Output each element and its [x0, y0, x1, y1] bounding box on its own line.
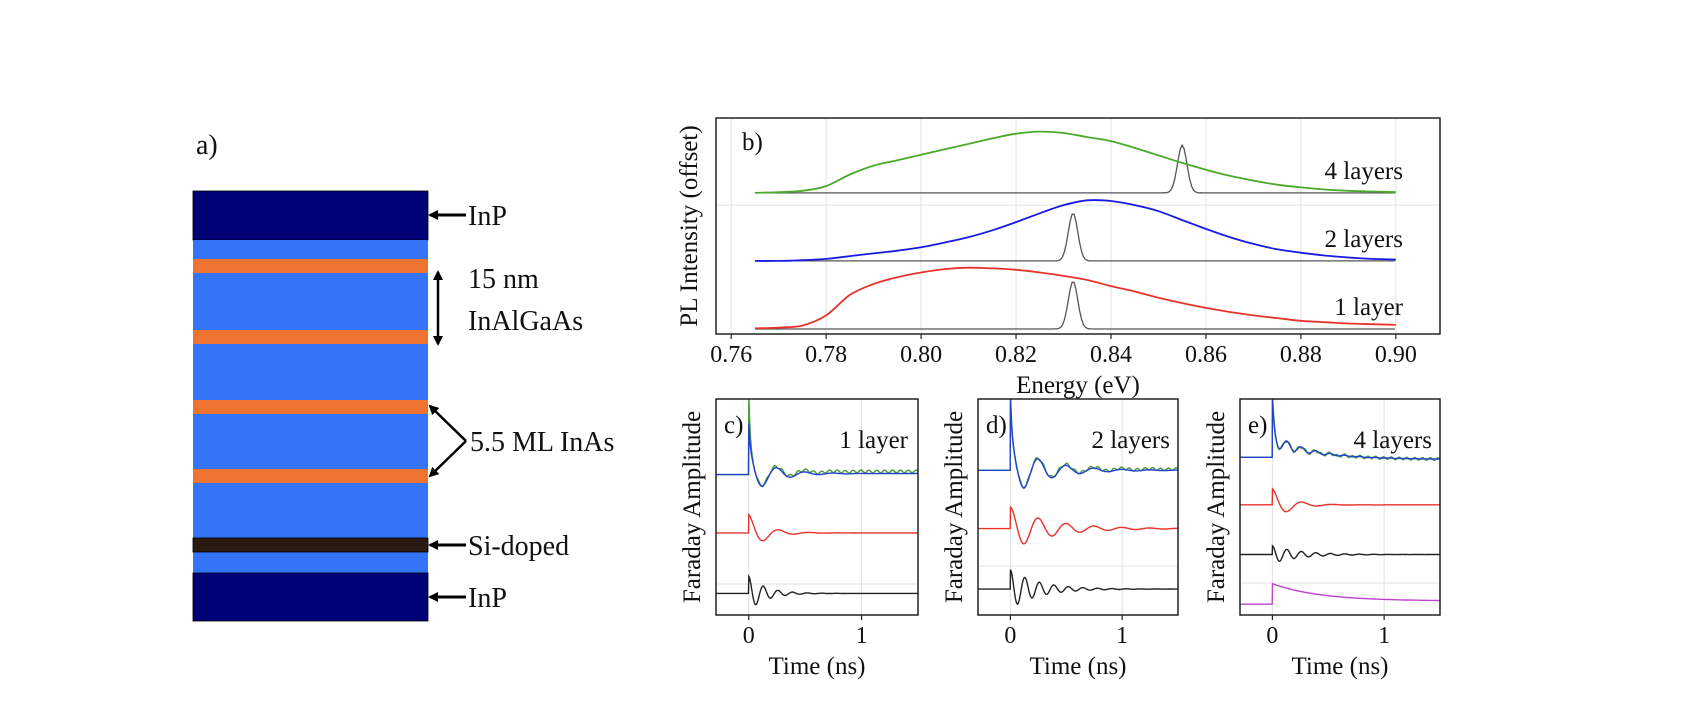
- panel-label: d): [986, 412, 1007, 439]
- arrow-well-lower: [428, 440, 467, 478]
- pl-series-1: [754, 199, 1396, 262]
- trace-group: [1240, 399, 1440, 605]
- axes-frame: [1239, 398, 1441, 616]
- x-tick-label: 0.84: [1090, 342, 1132, 368]
- series-label: 4 layers: [1325, 158, 1403, 185]
- x-axis-label: Time (ns): [1029, 653, 1126, 680]
- layer-si-doped: [192, 537, 429, 553]
- layer-well-4: [193, 469, 428, 483]
- trace-measured: [716, 399, 918, 488]
- x-tick-label: 1: [856, 623, 868, 649]
- chart-panel-d: 2 layers 0 1 Time (ns) Faraday Amplitude d): [941, 398, 1179, 680]
- trace-component-1: [716, 513, 918, 542]
- x-axis-label: Energy (eV): [1016, 372, 1140, 399]
- chart-panel-e: 4 layers 0 1 Time (ns) Faraday Amplitude e): [1203, 398, 1441, 680]
- panel-label: e): [1248, 412, 1267, 439]
- laser-line-2: [754, 143, 1395, 194]
- series-label: 2 layers: [1325, 226, 1403, 253]
- label-spacing-material: InAlGaAs: [468, 306, 583, 337]
- arrow-well-upper: [428, 404, 467, 442]
- layer-well-1: [193, 259, 428, 273]
- y-axis-label: Faraday Amplitude: [1203, 411, 1230, 603]
- label-inp-bottom: InP: [468, 583, 507, 614]
- panel-label-a: a): [196, 130, 218, 161]
- panel-annotation: 4 layers: [1354, 427, 1432, 454]
- laser-line-0: [754, 281, 1395, 330]
- label-spacing-value: 15 nm: [468, 264, 539, 295]
- x-axis-label: Time (ns): [1291, 653, 1388, 680]
- chart-panel-c: 1 layer 0 1 Time (ns) Faraday Amplitude c): [679, 398, 919, 680]
- layer-well-3: [193, 400, 428, 414]
- layer-inp-bottom: [192, 572, 429, 622]
- trace-fit: [978, 399, 1178, 489]
- layer-diagram: a) InP 15 nm InAlGaAs 5.5 ML InAs Si-dop…: [192, 130, 614, 622]
- panel-annotation: 2 layers: [1092, 427, 1170, 454]
- panel-label: b): [742, 129, 763, 156]
- label-inp-top: InP: [468, 201, 507, 232]
- x-tick-label: 0.76: [710, 342, 752, 368]
- x-tick-label: 0: [1004, 623, 1016, 649]
- x-tick-label: 0.78: [805, 342, 847, 368]
- x-tick-label: 0.80: [900, 342, 942, 368]
- x-tick-label: 0.86: [1185, 342, 1227, 368]
- pl-series-2: [754, 130, 1396, 194]
- laser-line-1: [754, 213, 1395, 262]
- label-si-doped: Si-doped: [468, 531, 569, 562]
- layer-inp-top: [192, 190, 429, 241]
- series-label: 1 layer: [1334, 294, 1403, 321]
- trace-group: [978, 399, 1178, 605]
- axes-frame: [977, 398, 1179, 616]
- x-tick-label: 0: [1266, 623, 1278, 649]
- trace-component-1: [1240, 487, 1440, 513]
- y-axis-label: Faraday Amplitude: [941, 411, 968, 603]
- axes-frame: [715, 398, 919, 616]
- trace-component-3: [1240, 582, 1440, 605]
- trace-component-1: [978, 505, 1178, 545]
- trace-component-2: [716, 574, 918, 606]
- trace-fit: [1240, 399, 1440, 460]
- x-axis-label: Time (ns): [768, 653, 865, 680]
- x-tick-label: 0: [743, 623, 755, 649]
- y-axis-label: Faraday Amplitude: [679, 411, 706, 603]
- chart-panel-b: 1 layer 2 layers 4 layers 0.76 0.78 0.80 0.82 0…: [676, 117, 1441, 399]
- trace-component-2: [978, 569, 1178, 605]
- layer-well-2: [193, 330, 428, 344]
- y-axis-label: PL Intensity (offset): [676, 125, 703, 326]
- x-tick-label: 1: [1116, 623, 1128, 649]
- trace-group: [716, 399, 918, 606]
- x-tick-label: 0.82: [995, 342, 1037, 368]
- label-wells: 5.5 ML InAs: [470, 427, 614, 458]
- trace-fit: [716, 423, 918, 487]
- pl-series-0: [754, 266, 1396, 330]
- panel-label: c): [724, 412, 743, 439]
- trace-component-2: [1240, 544, 1440, 562]
- x-tick-label: 0.90: [1375, 342, 1417, 368]
- axes-frame: [715, 117, 1441, 335]
- panel-annotation: 1 layer: [839, 427, 908, 454]
- x-tick-label: 1: [1378, 623, 1390, 649]
- x-tick-label: 0.88: [1280, 342, 1322, 368]
